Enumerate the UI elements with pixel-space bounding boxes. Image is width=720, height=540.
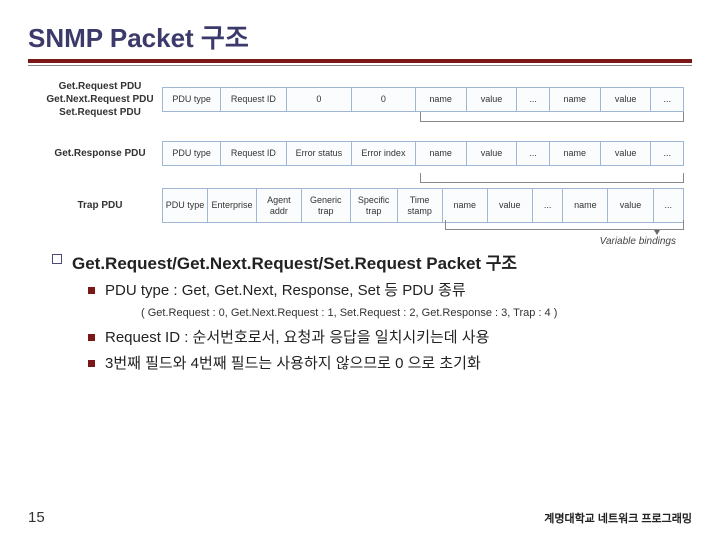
sub-bullet-note: ( Get.Request : 0, Get.Next.Request : 1,… <box>88 307 692 319</box>
pdu-cell: name <box>416 142 467 165</box>
variable-binding-label: Variable bindings <box>600 236 676 247</box>
sub-bullet-text: 3번째 필드와 4번째 필드는 사용하지 않으므로 0 으로 초기화 <box>105 353 481 376</box>
pdu-cell: 0 <box>352 88 416 111</box>
slide-title: SNMP Packet 구조 <box>28 18 692 55</box>
pdu-cell: name <box>416 88 467 111</box>
slide-footer: 15 계명대학교 네트워크 프로그래밍 <box>28 509 692 526</box>
pdu-row-label: Trap PDU <box>44 199 162 212</box>
pdu-cell: ... <box>517 142 549 165</box>
pdu-cell: Specific trap <box>351 189 398 223</box>
sub-bullet-item: Request ID : 순서번호로서, 요청과 응답을 일치시키는데 사용 <box>88 327 692 350</box>
pdu-cell: Request ID <box>221 88 286 111</box>
pdu-row: Trap PDUPDU typeEnterpriseAgent addrGene… <box>44 188 684 224</box>
pdu-cell: name <box>550 88 601 111</box>
pdu-cell: name <box>443 189 488 223</box>
pdu-cell: ... <box>517 88 549 111</box>
pdu-cell: value <box>601 142 652 165</box>
pdu-cell: value <box>488 189 533 223</box>
pdu-cell: Time stamp <box>398 189 443 223</box>
footer-text: 계명대학교 네트워크 프로그래밍 <box>544 510 692 526</box>
pdu-cell: PDU type <box>163 88 221 111</box>
pdu-cell: ... <box>654 189 684 223</box>
pdu-cell: Generic trap <box>302 189 351 223</box>
title-underline <box>28 59 692 63</box>
title-underline-thin <box>28 65 692 66</box>
bullet-heading: Get.Request/Get.Next.Request/Set.Request… <box>72 249 517 274</box>
pdu-cell: Request ID <box>221 142 286 165</box>
sub-bullet-item: PDU type : Get, Get.Next, Response, Set … <box>88 280 692 303</box>
pdu-row: Get.Response PDUPDU typeRequest IDError … <box>44 141 684 166</box>
pdu-row-label: Get.Request PDUGet.Next.Request PDUSet.R… <box>44 80 162 119</box>
page-number: 15 <box>28 509 45 526</box>
pdu-cell: value <box>467 88 518 111</box>
pdu-cell: Enterprise <box>208 189 257 223</box>
pdu-cell: Error index <box>352 142 416 165</box>
bullet-section: Get.Request/Get.Next.Request/Set.Request… <box>28 249 692 376</box>
pdu-cell: value <box>608 189 653 223</box>
pdu-cell: value <box>467 142 518 165</box>
variable-binding-bracket <box>420 173 684 183</box>
sub-bullet-square-icon <box>88 287 95 294</box>
sub-bullet-text: PDU type : Get, Get.Next, Response, Set … <box>105 280 466 303</box>
sub-bullet-list: PDU type : Get, Get.Next, Response, Set … <box>52 280 692 376</box>
pdu-table: PDU typeEnterpriseAgent addrGeneric trap… <box>162 188 684 224</box>
pdu-cell: PDU type <box>163 142 221 165</box>
variable-binding-bracket <box>445 220 684 230</box>
pdu-cell: name <box>563 189 608 223</box>
pdu-cell: ... <box>533 189 564 223</box>
pdu-cell: Error status <box>287 142 352 165</box>
bullet-square-icon <box>52 254 62 264</box>
pdu-cell: 0 <box>287 88 352 111</box>
sub-bullet-item: 3번째 필드와 4번째 필드는 사용하지 않으므로 0 으로 초기화 <box>88 353 692 376</box>
sub-bullet-square-icon <box>88 334 95 341</box>
pdu-row: Get.Request PDUGet.Next.Request PDUSet.R… <box>44 80 684 119</box>
pdu-cell: name <box>550 142 601 165</box>
variable-binding-bracket <box>420 112 684 122</box>
sub-bullet-text: Request ID : 순서번호로서, 요청과 응답을 일치시키는데 사용 <box>105 327 489 350</box>
pdu-cell: value <box>601 88 652 111</box>
pdu-table: PDU typeRequest ID00namevalue...namevalu… <box>162 87 684 112</box>
pdu-row-label: Get.Response PDU <box>44 147 162 160</box>
pdu-cell: ... <box>651 142 682 165</box>
diagram-area: Get.Request PDUGet.Next.Request PDUSet.R… <box>28 80 692 223</box>
pdu-cell: ... <box>651 88 682 111</box>
arrow-down-icon <box>654 230 660 235</box>
sub-bullet-square-icon <box>88 360 95 367</box>
pdu-cell: Agent addr <box>257 189 302 223</box>
pdu-cell: PDU type <box>163 189 208 223</box>
pdu-table: PDU typeRequest IDError statusError inde… <box>162 141 684 166</box>
